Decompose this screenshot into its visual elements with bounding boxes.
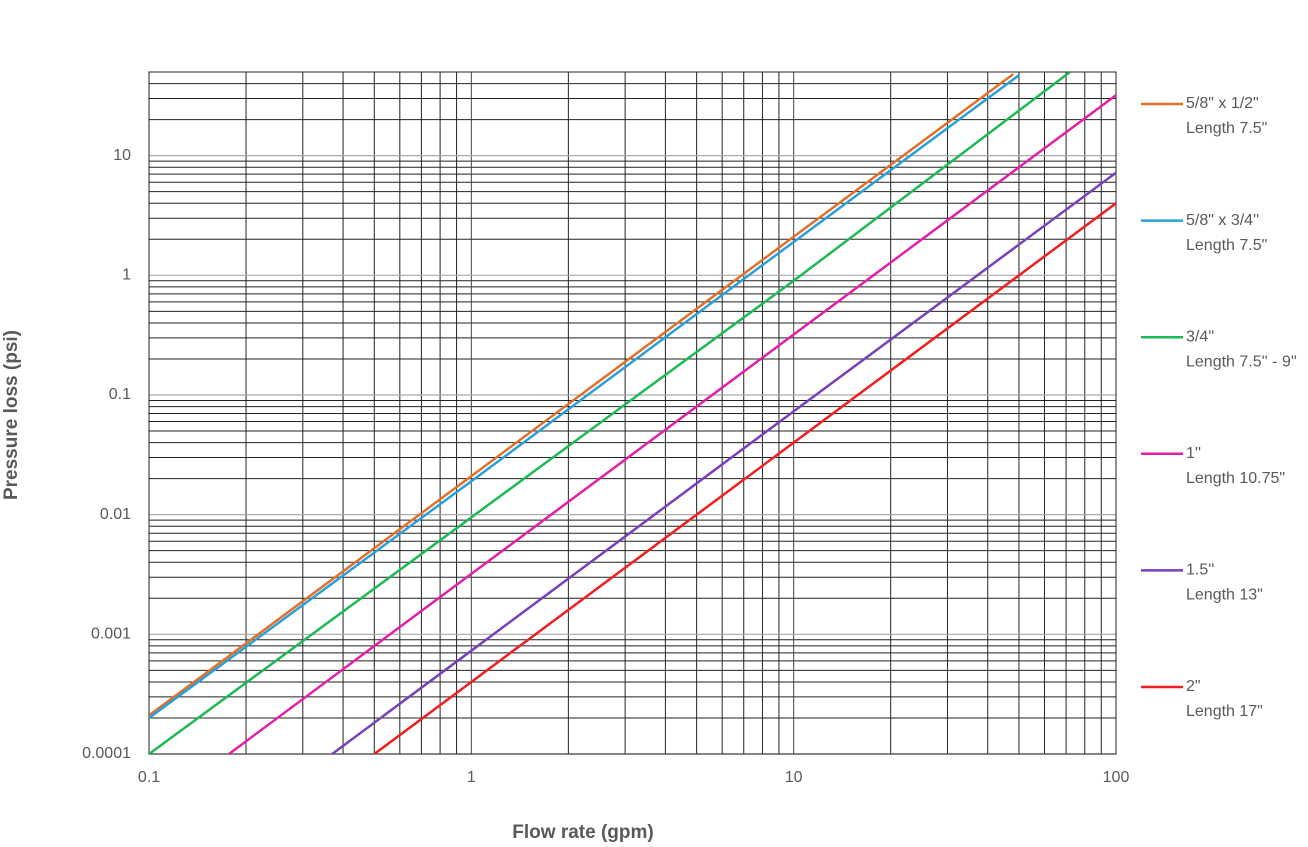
x-axis-title: Flow rate (gpm) (512, 822, 653, 843)
y-tick-label: 0.01 (100, 506, 131, 523)
x-tick-label: 10 (785, 769, 803, 786)
y-tick-label: 1 (122, 267, 131, 284)
legend-sublabel: Length 17" (1186, 703, 1263, 720)
legend-label: 5/8" x 3/4'' (1186, 212, 1259, 229)
series-line (149, 74, 1020, 719)
grid (148, 71, 1117, 755)
series-line (149, 72, 1071, 754)
x-tick-label: 100 (1103, 769, 1130, 786)
legend-sublabel: Length 7.5'' - 9'' (1186, 353, 1297, 370)
plot-border (148, 71, 1117, 755)
legend-sublabel: Length 7.5" (1186, 120, 1267, 137)
plot-lines (149, 72, 1116, 754)
y-tick-label: 0.0001 (82, 745, 131, 762)
legend-label: 3/4'' (1186, 328, 1214, 345)
legend-sublabel: Length 10.75" (1186, 470, 1285, 487)
y-tick-label: 0.001 (91, 626, 131, 643)
y-tick-label: 0.1 (109, 386, 131, 403)
legend-label: 1'' (1186, 445, 1201, 462)
legend-sublabel: Length 13" (1186, 587, 1263, 604)
legend-label: 2" (1186, 678, 1201, 695)
x-tick-label: 1 (467, 769, 476, 786)
series-line (149, 73, 1014, 717)
y-axis-title: Pressure loss (psi) (1, 330, 22, 500)
x-tick-label: 0.1 (138, 769, 160, 786)
series-line (331, 171, 1116, 754)
y-tick-label: 10 (113, 147, 131, 164)
series-line (228, 94, 1116, 754)
legend-label: 1.5'' (1186, 562, 1214, 579)
series-line (373, 202, 1116, 754)
legend-label: 5/8" x 1/2" (1186, 95, 1259, 112)
legend-sublabel: Length 7.5" (1186, 237, 1267, 254)
